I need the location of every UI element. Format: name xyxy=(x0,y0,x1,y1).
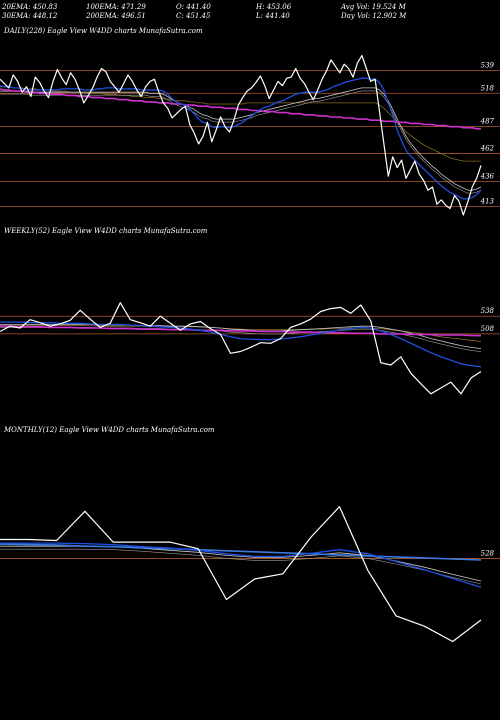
monthly-price-line xyxy=(0,506,482,643)
header-dayvol: Day Vol: 12.902 M xyxy=(340,12,407,20)
header-ema30: 30EMA: 448.12 xyxy=(2,12,58,20)
monthly-level-label-528: 528 xyxy=(481,549,495,557)
indicator-header: 20EMA: 450.83 100EMA: 471.29 O: 441.40 H: 4… xyxy=(1,3,407,20)
header-close: C: 451.45 xyxy=(176,12,211,20)
monthly-ema-slow-band-line xyxy=(0,548,482,585)
daily-level-label-436: 436 xyxy=(480,173,495,181)
daily-trend-line xyxy=(0,88,481,130)
header-high: H: 453.06 xyxy=(255,3,292,11)
monthly-panel-title: MONTHLY(12) Eagle View W4DD charts Munaf… xyxy=(3,426,215,434)
daily-panel-title: DAILY(228) Eagle View W4DD charts Munafa… xyxy=(3,27,203,35)
weekly-trend-line xyxy=(0,325,481,337)
daily-level-label-539: 539 xyxy=(481,62,495,70)
daily-level-label-518: 518 xyxy=(481,84,495,92)
daily-level-label-413: 413 xyxy=(480,197,495,205)
daily-ema-fast-line xyxy=(0,77,482,200)
header-open: O: 441.40 xyxy=(176,3,211,11)
monthly-panel: MONTHLY(12) Eagle View W4DD charts Munaf… xyxy=(0,426,500,643)
header-avgvol: Avg Vol: 19.524 M xyxy=(340,3,407,11)
daily-level-label-462: 462 xyxy=(480,145,495,153)
weekly-ema-slow-line xyxy=(0,323,482,349)
weekly-level-label-508: 508 xyxy=(481,325,495,333)
monthly-ema-fast-line xyxy=(0,542,482,588)
daily-panel: DAILY(228) Eagle View W4DD charts Munafa… xyxy=(0,27,500,216)
weekly-panel: WEEKLY(52) Eagle View W4DD charts Munafa… xyxy=(0,227,500,395)
header-low: L: 441.40 xyxy=(255,12,290,20)
daily-ema-slow-band-line xyxy=(0,90,482,194)
weekly-price-line xyxy=(0,302,482,395)
monthly-trend-line xyxy=(0,543,482,561)
weekly-level-label-538: 538 xyxy=(481,307,495,315)
header-ema100: 100EMA: 471.29 xyxy=(86,3,146,11)
daily-level-label-487: 487 xyxy=(480,118,495,126)
weekly-panel-title: WEEKLY(52) Eagle View W4DD charts Munafa… xyxy=(4,227,208,235)
weekly-ema-fast-line xyxy=(0,321,482,368)
daily-price-line xyxy=(0,54,482,216)
header-ema200: 200EMA: 496.51 xyxy=(85,12,146,20)
header-ema20: 20EMA: 450.83 xyxy=(1,3,58,11)
